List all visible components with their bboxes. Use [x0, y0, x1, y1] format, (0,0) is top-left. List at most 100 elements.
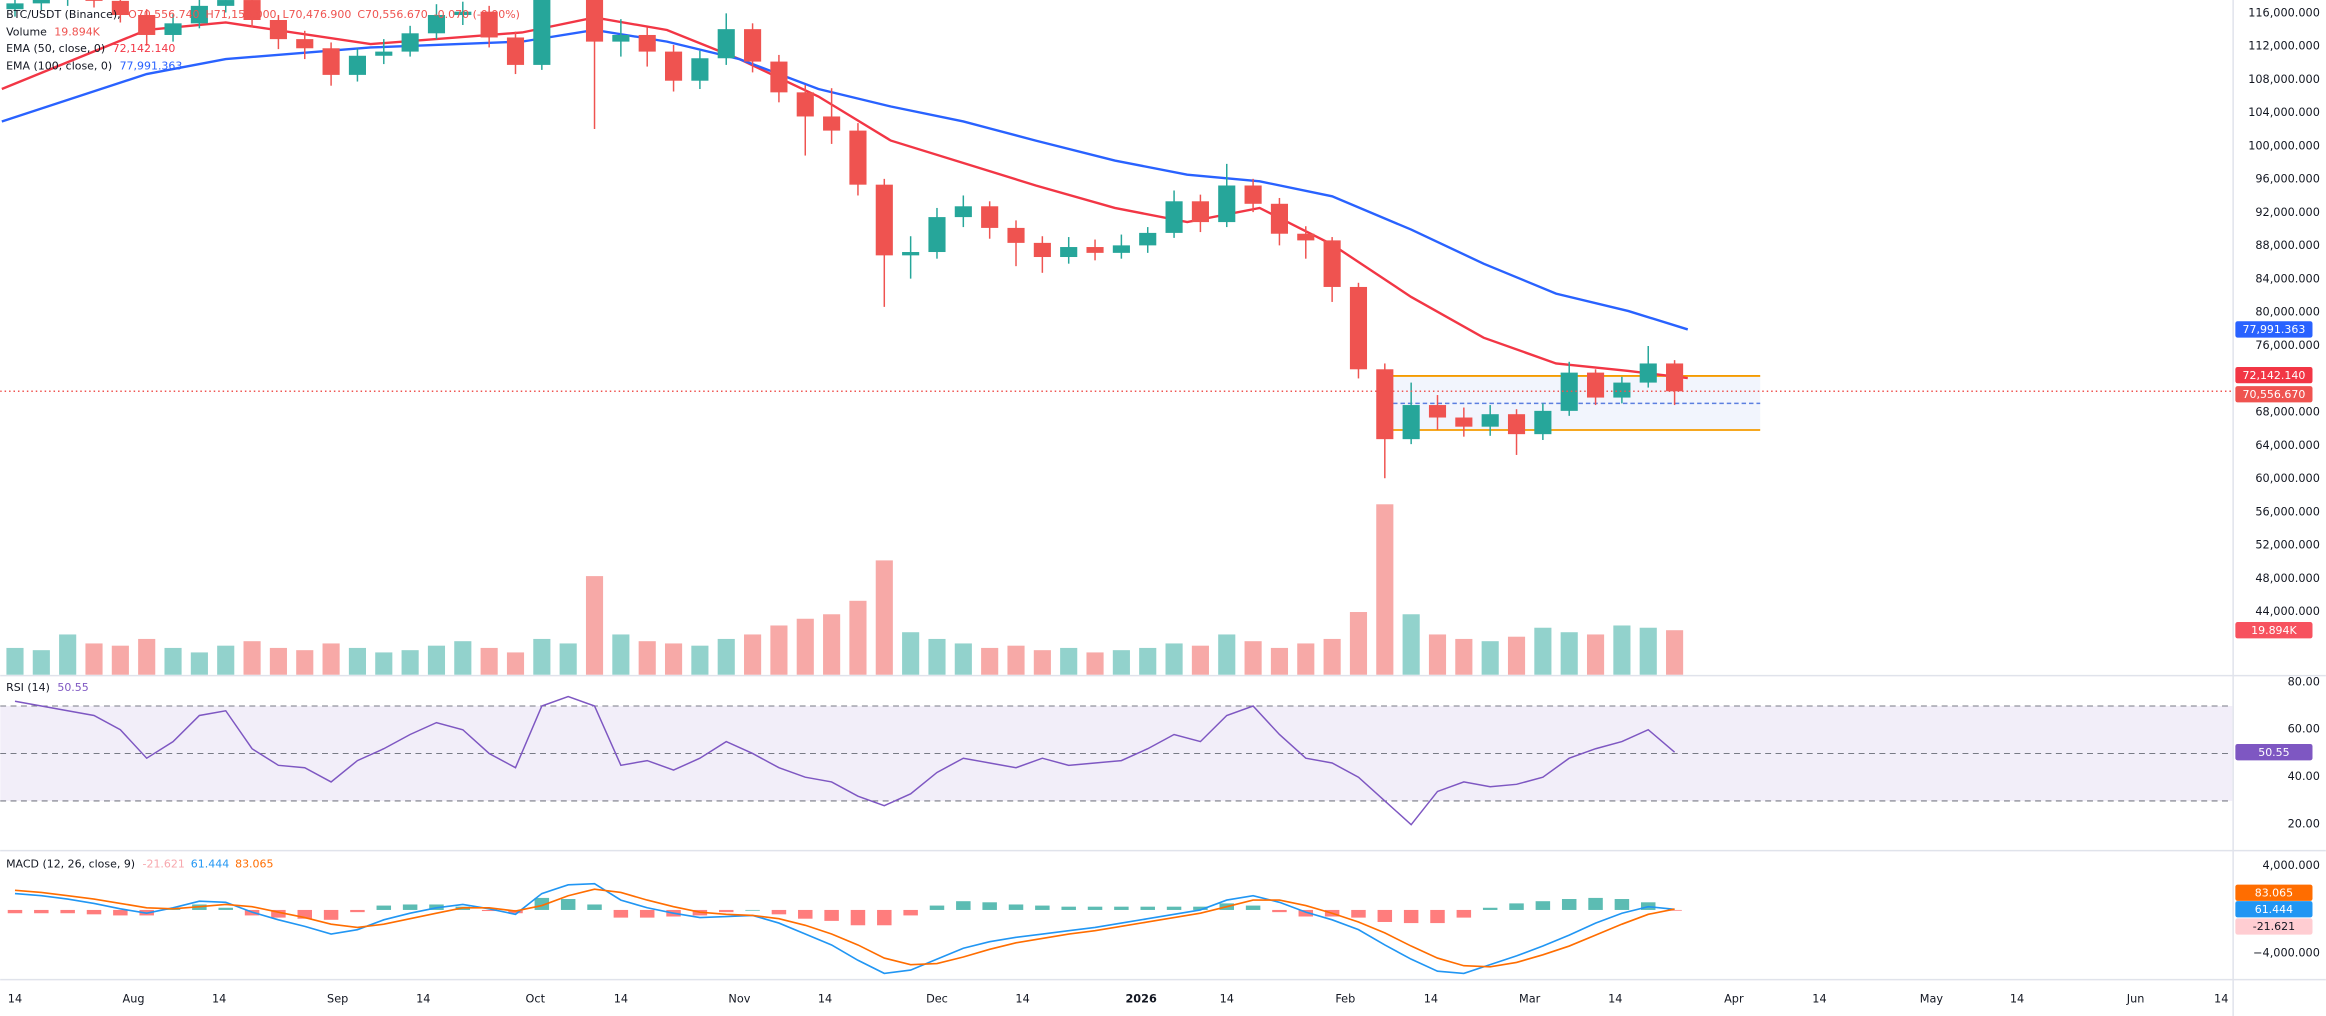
- candle-body: [1218, 185, 1236, 223]
- candle-body: [111, 0, 129, 16]
- macd-histogram-bar: [1114, 906, 1129, 910]
- candle-body: [1534, 410, 1552, 435]
- candle-body: [1007, 227, 1025, 243]
- volume-bar: [1639, 627, 1657, 675]
- candle-body: [744, 29, 762, 62]
- macd-line: [14, 882, 1675, 975]
- candle-body: [1586, 372, 1605, 398]
- volume-bar: [1534, 627, 1552, 675]
- macd-histogram-bar: [323, 909, 339, 920]
- candle-body: [1560, 372, 1578, 411]
- macd-histogram-bar: [113, 909, 128, 916]
- rsi-name: RSI (14): [6, 681, 50, 694]
- candle-body: [1323, 240, 1341, 287]
- candle-body: [506, 37, 525, 65]
- macd-histogram-bar: [1140, 906, 1155, 910]
- candle-body: [823, 116, 841, 131]
- candle-body: [85, 0, 103, 1]
- ema100-badge: [2235, 321, 2313, 338]
- candle-body: [480, 11, 498, 38]
- signal-line: [14, 888, 1675, 968]
- volume-bar: [1481, 641, 1499, 675]
- macd-signal-value: 83.065: [235, 858, 273, 871]
- volume-bar: [217, 645, 235, 675]
- candle-body: [269, 20, 287, 40]
- y-tick-label: 48,000.000: [2255, 572, 2320, 585]
- macd-hist-value: -21.621: [143, 858, 185, 871]
- macd-histogram-badge: [2235, 918, 2313, 935]
- volume-bar: [664, 643, 683, 675]
- macd-line-badge: [2235, 901, 2313, 918]
- volume-bar: [32, 650, 50, 675]
- volume-bar: [506, 652, 525, 675]
- candle-body: [1112, 245, 1130, 253]
- volume-badge-label: 19.894K: [2251, 624, 2297, 637]
- candle-body: [981, 206, 999, 228]
- macd-histogram-bar: [1430, 909, 1445, 924]
- volume-name: Volume: [6, 26, 47, 39]
- macd-histogram-bar: [481, 909, 497, 912]
- y-tick-label: 84,000.000: [2255, 272, 2320, 285]
- y-tick-label: 44,000.000: [2255, 605, 2320, 618]
- volume-badge: [2235, 622, 2313, 639]
- macd-histogram-bar: [850, 909, 866, 926]
- volume-bar: [928, 638, 946, 675]
- volume-bar: [243, 641, 261, 675]
- volume-bar: [480, 647, 498, 675]
- macd-histogram-bar: [1588, 897, 1603, 910]
- last-price-badge-label: 70,556.670: [2243, 388, 2306, 401]
- x-tick-label: 14: [8, 993, 22, 1006]
- macd-histogram-bar: [60, 909, 75, 914]
- x-tick-label: 14: [1608, 993, 1622, 1006]
- macd-histogram-bar: [982, 902, 997, 910]
- x-tick-label: 14: [1220, 993, 1234, 1006]
- candle-body: [954, 206, 972, 218]
- candle-body: [1376, 369, 1394, 440]
- volume-bar: [6, 647, 24, 675]
- macd-histogram-bar: [1403, 909, 1419, 924]
- ohlc-low: L70,476.900: [282, 8, 351, 21]
- volume-bar: [691, 645, 709, 675]
- macd-histogram-badge-label: -21.621: [2253, 920, 2295, 933]
- macd-histogram-bar: [587, 904, 602, 910]
- macd-histogram-bar: [1667, 909, 1682, 911]
- macd-histogram-bar: [1166, 906, 1182, 910]
- macd-histogram-bar: [745, 909, 760, 911]
- candle-body: [1402, 405, 1420, 440]
- volume-bar: [770, 625, 788, 675]
- rsi-line: [14, 695, 1676, 826]
- volume-bar: [981, 647, 999, 675]
- x-tick-label: 2026: [1125, 993, 1157, 1006]
- macd-histogram-bar: [1008, 904, 1024, 910]
- price-pane: [0, 0, 2233, 675]
- volume-bar: [1086, 652, 1104, 675]
- candle-body: [1139, 232, 1157, 246]
- x-tick-label: 14: [212, 993, 226, 1006]
- macd-histogram-bar: [1561, 899, 1577, 910]
- volume-bar: [322, 643, 340, 675]
- macd-histogram-bar: [297, 909, 312, 919]
- volume-bar: [823, 614, 841, 675]
- candle-body: [138, 15, 156, 35]
- candle-body: [585, 0, 604, 42]
- volume-bar: [454, 641, 472, 675]
- candle-body: [770, 61, 788, 93]
- ohlc-high: H71,150.000: [205, 8, 276, 21]
- volume-bar: [612, 634, 630, 675]
- macd-histogram-bar: [718, 909, 734, 913]
- y-tick-label: 68,000.000: [2255, 406, 2320, 419]
- macd-histogram-bar: [402, 904, 418, 910]
- price-badges: 77,991.363 72,142.140 70,556.670 19.894K 50.…: [2235, 321, 2313, 935]
- x-tick-label: Oct: [526, 993, 546, 1006]
- macd-histogram-bar: [1614, 899, 1630, 910]
- volume-bar: [1376, 504, 1394, 675]
- volume-bar: [296, 650, 314, 675]
- candle-body: [1349, 286, 1368, 370]
- volume-bar: [138, 638, 156, 675]
- macd-histogram-bar: [956, 901, 971, 910]
- volume-bar: [375, 652, 393, 675]
- candle-body: [1244, 185, 1262, 204]
- ema100-legend: EMA (100, close, 0) 77,991.363: [6, 60, 182, 73]
